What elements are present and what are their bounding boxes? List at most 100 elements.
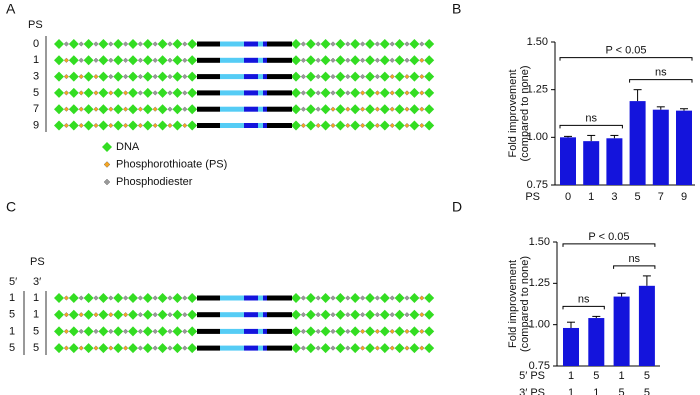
dna [379,55,390,66]
dna [409,71,420,82]
dna [365,309,375,320]
y-tick-label: 0.75 [529,360,550,372]
dna [305,326,316,337]
linkage [300,106,307,112]
strand-segment [220,312,244,318]
legend-label: Phosphorothioate (PS) [116,158,227,170]
row-label: 5 [9,342,15,354]
linkage [63,295,70,301]
strand-segment [244,312,258,318]
linkage [330,295,336,301]
col-header: 3′ [33,276,41,288]
bracket [562,305,605,310]
dna [320,343,331,354]
linkage [152,90,158,96]
linkage [345,328,351,335]
linkage [315,57,321,63]
linkage [315,90,321,96]
dna [157,120,168,131]
dna [142,309,153,320]
linkage [315,106,321,112]
row-label: 5 [33,87,39,99]
strand-segment [197,90,220,96]
x-tick-label: 1 [593,387,599,395]
linkage [419,106,425,112]
dna [128,293,138,303]
dna [142,55,153,66]
y-tick-label: 1.50 [527,36,548,48]
linkage [78,345,84,351]
strand-segment [267,106,292,112]
x-tick-label: 5 [644,387,650,395]
linkage [167,90,173,96]
dna [409,343,420,354]
dna [68,293,79,303]
dna [291,309,301,320]
strand-segment [220,295,244,301]
linkage [182,345,188,351]
dna [335,55,346,66]
dna [83,104,94,115]
strand-segment [263,74,267,80]
linkage [63,106,70,112]
dna [394,71,405,82]
linkage [374,295,381,301]
dna [68,309,79,320]
dna [409,326,420,337]
strand-segment [267,295,292,301]
dna [350,71,361,82]
linkage [78,295,84,301]
dna [142,343,153,354]
linkage [345,345,351,351]
dna [320,87,331,98]
strand-segment [244,328,258,334]
row-label: 1 [33,309,39,321]
bracket [629,79,693,83]
linkage [152,328,158,335]
y-axis-label: (compared to none) [519,66,531,162]
linkage [389,122,395,129]
dna [379,104,390,115]
x-tick-label: 1 [568,387,574,395]
linkage [374,90,381,96]
linkage [389,106,395,112]
y-tick-label: 1.00 [529,319,550,331]
dna [291,104,301,115]
dna [113,120,124,131]
dna [187,293,198,303]
dna [187,104,198,115]
linkage [63,90,70,96]
linkage [63,312,70,318]
strand-segment [220,123,244,128]
dna [365,343,375,354]
linkage [345,41,351,47]
dna [379,120,390,131]
col-header: 5′ [9,276,17,288]
linkage [63,122,70,129]
dna [305,120,316,131]
dna [424,87,435,98]
strand-segment [263,312,267,318]
linkage [389,41,395,47]
dna [68,39,79,49]
linkage [182,90,188,96]
row-label: 0 [33,38,39,50]
dna [98,39,109,49]
dna [142,87,153,98]
linkage [300,328,307,335]
dna [424,120,435,131]
linkage [137,345,144,351]
linkage [359,106,366,112]
linkage [330,312,336,318]
error-bar [680,108,688,111]
row-label: 3 [33,71,39,83]
linkage [404,345,410,351]
strand-segment [258,90,263,96]
linkage [419,328,425,335]
dna [350,293,361,303]
linkage [182,57,188,63]
dna [394,309,405,320]
linkage [404,57,410,63]
dna [424,55,435,66]
